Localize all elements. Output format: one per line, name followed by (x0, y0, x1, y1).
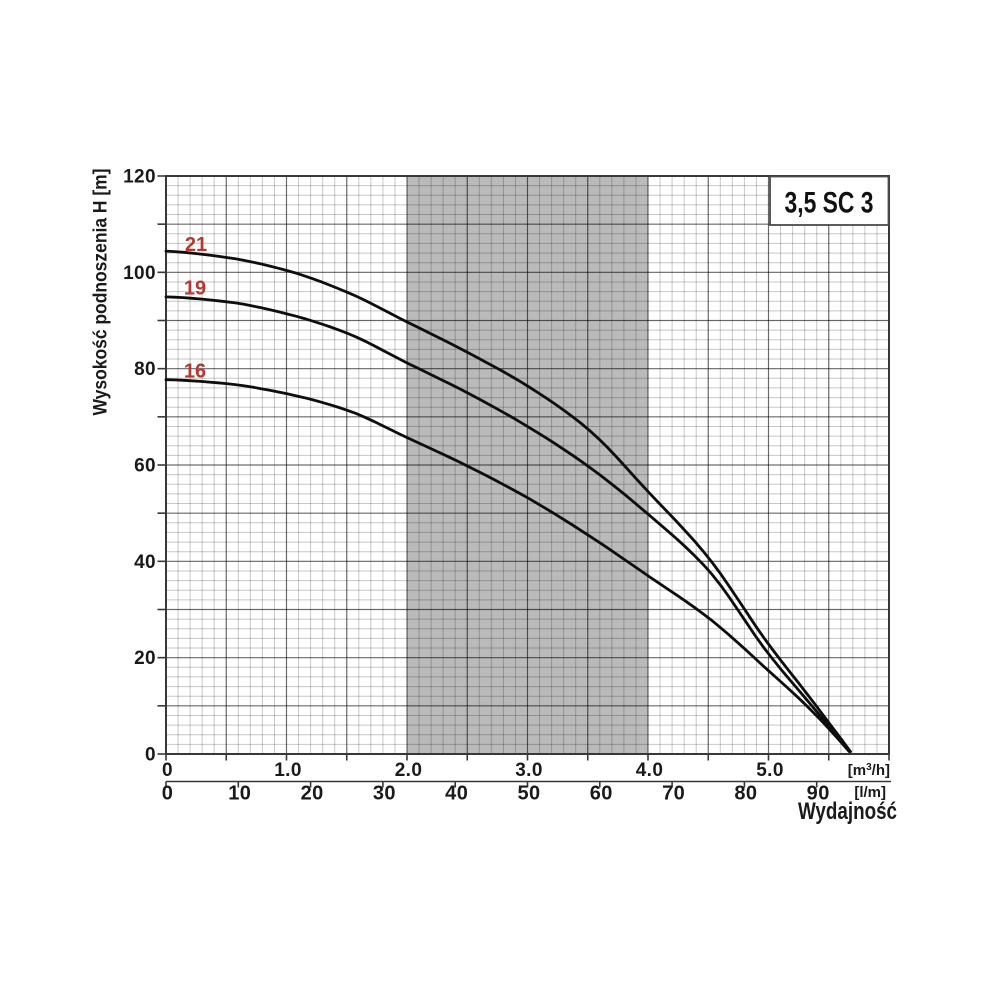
svg-text:90: 90 (807, 783, 830, 805)
svg-text:[l/m]: [l/m] (854, 784, 886, 801)
svg-text:70: 70 (662, 783, 685, 805)
svg-text:4.0: 4.0 (636, 760, 664, 781)
svg-text:80: 80 (734, 783, 757, 805)
svg-text:100: 100 (123, 263, 156, 284)
svg-text:50: 50 (517, 783, 540, 805)
svg-text:120: 120 (123, 167, 156, 188)
svg-text:Wydajność: Wydajność (798, 798, 897, 825)
svg-text:Wysokość podnoszenia H [m]: Wysokość podnoszenia H [m] (91, 169, 112, 416)
svg-text:0: 0 (162, 760, 173, 781)
svg-text:1.0: 1.0 (274, 760, 302, 781)
svg-text:40: 40 (134, 552, 156, 573)
svg-text:20: 20 (301, 783, 324, 805)
svg-text:10: 10 (228, 783, 251, 805)
svg-text:21: 21 (185, 234, 207, 256)
svg-text:60: 60 (590, 783, 613, 805)
svg-text:40: 40 (445, 783, 468, 805)
svg-text:30: 30 (373, 783, 396, 805)
svg-text:5.0: 5.0 (756, 760, 784, 781)
svg-text:2.0: 2.0 (395, 760, 423, 781)
svg-text:19: 19 (184, 278, 206, 300)
svg-text:0: 0 (162, 783, 174, 805)
svg-text:[m3/h]: [m3/h] (848, 762, 890, 779)
svg-text:80: 80 (134, 359, 156, 380)
svg-text:20: 20 (134, 648, 156, 669)
svg-text:60: 60 (134, 456, 156, 477)
svg-text:0: 0 (145, 745, 156, 766)
svg-text:16: 16 (184, 361, 206, 383)
svg-text:3.0: 3.0 (515, 760, 543, 781)
svg-text:3,5 SC 3: 3,5 SC 3 (785, 187, 874, 220)
